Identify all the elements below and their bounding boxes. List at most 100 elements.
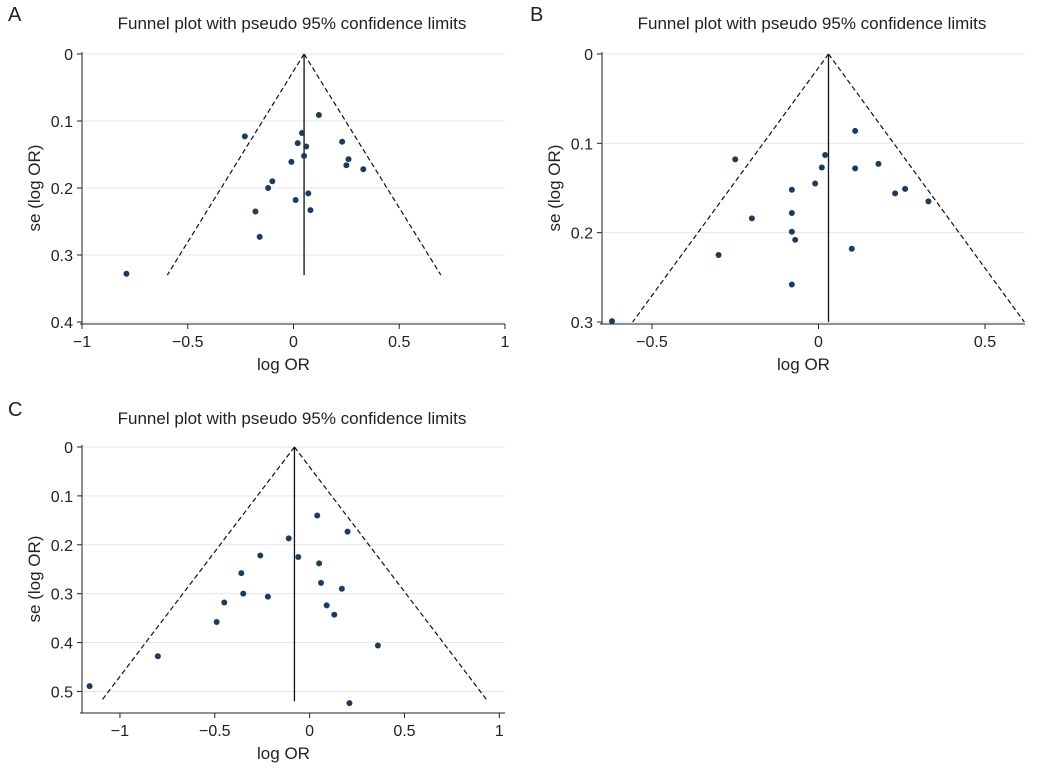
study-point — [269, 178, 276, 185]
y-tick-label: 0.3 — [51, 587, 73, 604]
study-point — [256, 233, 263, 240]
panel-letter: A — [8, 4, 22, 26]
y-tick-label: 0.3 — [51, 248, 73, 265]
study-point — [715, 252, 722, 258]
study-point — [303, 143, 310, 150]
x-tick-label: 0.5 — [393, 723, 415, 740]
y-tick-label: 0.2 — [51, 181, 73, 198]
study-point — [339, 138, 346, 145]
study-point — [788, 186, 795, 193]
y-tick-label: 0 — [64, 440, 73, 457]
study-point — [374, 642, 381, 649]
study-point — [925, 198, 932, 205]
study-point — [238, 570, 245, 577]
study-point — [301, 152, 308, 159]
panel-a: A Funnel plot with pseudo 95% confidence… — [0, 0, 520, 385]
study-point — [307, 207, 314, 214]
study-point — [265, 185, 272, 191]
ci-upper-line — [303, 53, 442, 276]
study-point — [338, 585, 345, 592]
x-tick-label: −0.5 — [172, 334, 204, 351]
panel-letter: B — [530, 4, 544, 26]
study-point — [285, 535, 292, 542]
study-point — [318, 579, 325, 586]
y-tick-label: 0.1 — [51, 114, 73, 131]
study-point — [343, 162, 350, 169]
panel-b: B Funnel plot with pseudo 95% confidence… — [520, 0, 1041, 385]
study-point — [788, 210, 795, 217]
study-point — [323, 602, 330, 609]
x-tick-label: 0 — [289, 334, 298, 351]
ci-upper-line — [828, 53, 1025, 323]
study-point — [314, 512, 321, 519]
x-tick-label: 0 — [814, 334, 823, 351]
x-tick-label: −1 — [111, 723, 129, 740]
x-axis-label: log OR — [777, 355, 830, 374]
study-point — [792, 236, 799, 243]
panel-c: C Funnel plot with pseudo 95% confidence… — [0, 393, 520, 775]
x-tick-label: −1 — [73, 334, 91, 351]
study-point — [346, 700, 353, 707]
study-point — [902, 185, 909, 192]
y-axis-label: se (log OR) — [25, 536, 44, 623]
study-point — [257, 552, 264, 559]
ci-upper-line — [293, 446, 489, 702]
study-point — [788, 281, 795, 288]
x-tick-label: −0.5 — [636, 334, 668, 351]
plot-title: Funnel plot with pseudo 95% confidence l… — [117, 409, 467, 428]
study-point — [298, 130, 305, 137]
study-point — [822, 151, 829, 158]
ci-lower-line — [100, 446, 295, 702]
y-tick-label: 0.2 — [571, 226, 593, 243]
ci-lower-line — [166, 53, 305, 276]
study-point — [252, 208, 259, 215]
study-point — [848, 245, 855, 252]
y-axis-label: se (log OR) — [25, 145, 44, 232]
plot-title: Funnel plot with pseudo 95% confidence l… — [117, 14, 467, 33]
study-point — [316, 560, 323, 567]
y-tick-label: 0.4 — [51, 315, 73, 332]
study-point — [213, 619, 220, 626]
panel-letter: C — [8, 399, 23, 421]
study-point — [818, 164, 825, 171]
y-tick-label: 0.4 — [51, 636, 73, 653]
study-point — [292, 197, 299, 204]
funnel-plot-a: 0 0.1 0.2 0.3 0.4−1 −0.5 0 0.5 1 log OR se (log OR… — [25, 47, 510, 374]
x-axis-label: log OR — [257, 744, 310, 763]
x-axis-label: log OR — [257, 355, 310, 374]
study-point — [288, 158, 295, 165]
x-tick-label: 1 — [501, 334, 510, 351]
ci-lower-line — [632, 53, 829, 323]
study-point — [241, 133, 248, 140]
y-tick-label: 0.5 — [51, 684, 73, 701]
y-tick-label: 0.3 — [571, 315, 593, 332]
study-point — [295, 554, 302, 560]
y-tick-label: 0.1 — [51, 489, 73, 506]
study-point — [221, 599, 228, 606]
funnel-plot-c: 0 0.1 0.2 0.3 0.4 0.5 −1 −0.5 0 0.5 1 log OR se (log… — [25, 440, 505, 763]
x-tick-label: 1 — [495, 723, 504, 740]
x-tick-label: −0.5 — [199, 723, 231, 740]
x-tick-label: 0 — [305, 723, 314, 740]
study-point — [788, 228, 795, 235]
plot-title: Funnel plot with pseudo 95% confidence l… — [637, 14, 987, 33]
study-point — [305, 190, 312, 197]
study-point — [123, 270, 130, 277]
study-point — [86, 683, 93, 690]
funnel-plot-b: 0 0.1 0.2 0.3 −0.5 0 0.5 log OR se (log OR) — [545, 47, 1025, 374]
study-point — [264, 593, 271, 600]
x-tick-label: 0.5 — [974, 334, 996, 351]
study-point — [360, 166, 367, 173]
study-point — [812, 180, 819, 187]
study-point — [315, 111, 322, 118]
study-point — [852, 165, 859, 172]
y-tick-label: 0 — [584, 47, 593, 64]
study-point — [154, 653, 161, 660]
study-point — [852, 127, 859, 134]
study-point — [892, 190, 899, 197]
y-tick-label: 0.2 — [51, 538, 73, 555]
study-point — [608, 318, 615, 325]
study-point — [294, 140, 301, 147]
study-point — [732, 156, 739, 163]
study-point — [240, 590, 247, 597]
